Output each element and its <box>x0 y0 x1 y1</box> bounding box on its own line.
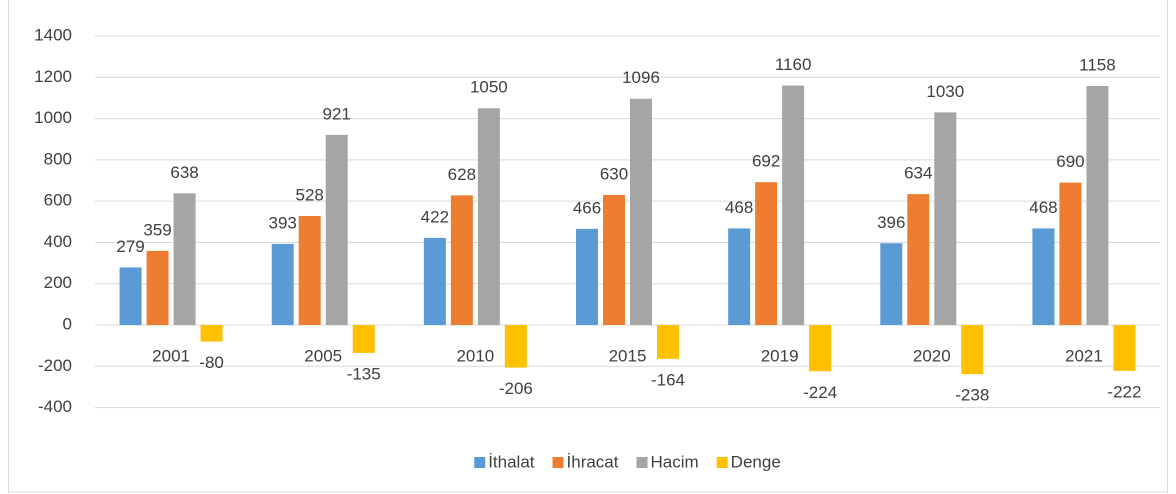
x-tick-label: 2019 <box>761 347 799 366</box>
data-label: -164 <box>651 370 685 389</box>
data-label: 1158 <box>1079 55 1116 74</box>
y-tick-label: 800 <box>44 149 72 168</box>
data-label: 1096 <box>622 68 660 87</box>
bar <box>755 182 778 326</box>
data-label: 396 <box>877 213 905 232</box>
bar <box>1059 182 1082 326</box>
legend-swatch <box>474 457 486 468</box>
y-tick-label: 600 <box>44 191 72 210</box>
legend-swatch <box>716 457 728 468</box>
data-label: 466 <box>573 198 601 217</box>
data-label: 692 <box>752 152 780 171</box>
data-label: 634 <box>904 164 932 183</box>
data-label: 359 <box>143 220 171 239</box>
y-tick-label: -400 <box>38 397 72 416</box>
bar <box>630 98 652 326</box>
bar <box>934 112 957 326</box>
y-tick-label: 1200 <box>34 67 72 86</box>
bar <box>1086 85 1109 326</box>
bar <box>657 325 679 359</box>
bar <box>173 193 196 326</box>
data-label: 468 <box>1029 198 1057 217</box>
data-label: 468 <box>725 198 753 217</box>
bar <box>603 194 625 326</box>
bar <box>728 228 751 326</box>
bar <box>477 108 500 326</box>
data-label: -206 <box>499 379 533 398</box>
legend-label: İhracat <box>567 452 619 471</box>
data-label: -222 <box>1107 382 1141 401</box>
data-label: -238 <box>955 386 989 405</box>
x-tick-label: 2020 <box>913 347 951 366</box>
x-tick-label: 2005 <box>304 347 342 366</box>
bar <box>298 216 321 326</box>
x-tick-label: 2021 <box>1065 347 1103 366</box>
data-label: -80 <box>199 353 224 372</box>
bar <box>352 325 375 353</box>
data-label: 690 <box>1056 152 1084 171</box>
bar <box>119 267 142 326</box>
bar <box>1113 325 1136 371</box>
data-label: -224 <box>803 383 837 402</box>
legend-swatch <box>552 457 564 468</box>
bar <box>907 194 930 326</box>
y-tick-label: 1000 <box>34 108 72 127</box>
data-label: -135 <box>347 364 381 383</box>
y-tick-label: 0 <box>63 315 72 334</box>
bar <box>325 134 348 326</box>
bar <box>880 243 903 326</box>
data-label: 393 <box>269 213 297 232</box>
y-tick-label: 1400 <box>34 25 72 44</box>
data-label: 422 <box>421 207 449 226</box>
bar <box>450 195 473 326</box>
bar <box>271 243 294 326</box>
x-tick-label: 2010 <box>456 347 494 366</box>
data-label: 630 <box>600 164 628 183</box>
bar <box>200 325 223 342</box>
bar <box>146 250 169 326</box>
data-label: 1030 <box>926 82 964 101</box>
data-label: 638 <box>170 163 198 182</box>
bar <box>809 325 832 372</box>
data-label: 528 <box>296 186 324 205</box>
legend-label: Denge <box>731 452 781 471</box>
bar <box>576 228 598 326</box>
bar <box>782 85 805 326</box>
data-label: 1160 <box>775 55 812 74</box>
y-tick-label: 200 <box>44 273 72 292</box>
x-tick-label: 2001 <box>152 347 190 366</box>
y-tick-label: 400 <box>44 232 72 251</box>
y-tick-label: -200 <box>38 356 72 375</box>
x-tick-label: 2015 <box>609 347 647 366</box>
data-label: 1050 <box>470 78 508 97</box>
legend-label: İthalat <box>488 452 535 471</box>
bar <box>504 325 527 368</box>
data-label: 921 <box>323 104 351 123</box>
bar <box>961 325 984 375</box>
bar <box>1032 228 1055 326</box>
legend-swatch <box>636 457 648 468</box>
legend-label: Hacim <box>651 452 699 471</box>
bar <box>423 237 446 326</box>
data-label: 279 <box>116 237 144 256</box>
data-label: 628 <box>448 165 476 184</box>
